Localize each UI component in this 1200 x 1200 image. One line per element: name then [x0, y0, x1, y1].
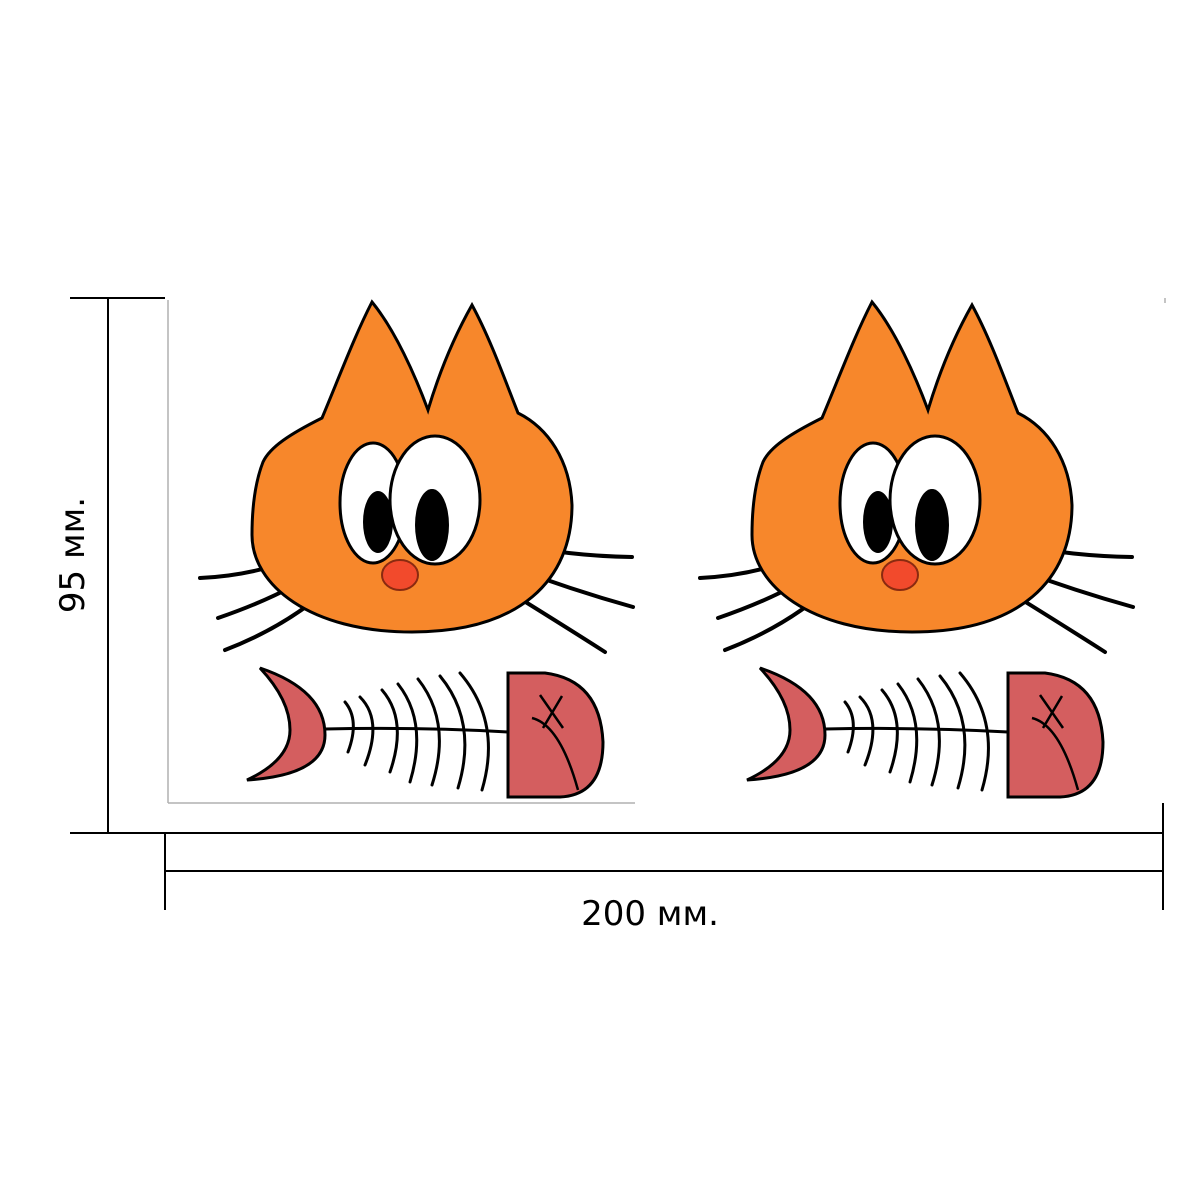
cat-with-fish-bone-right — [698, 300, 1135, 799]
height-dimension: 95 мм. — [53, 297, 165, 834]
height-label: 95 мм. — [53, 497, 93, 613]
width-label: 200 мм. — [581, 894, 719, 934]
width-dimension: 200 мм. — [164, 803, 1164, 934]
cat-with-fish-bone-left — [198, 300, 635, 799]
